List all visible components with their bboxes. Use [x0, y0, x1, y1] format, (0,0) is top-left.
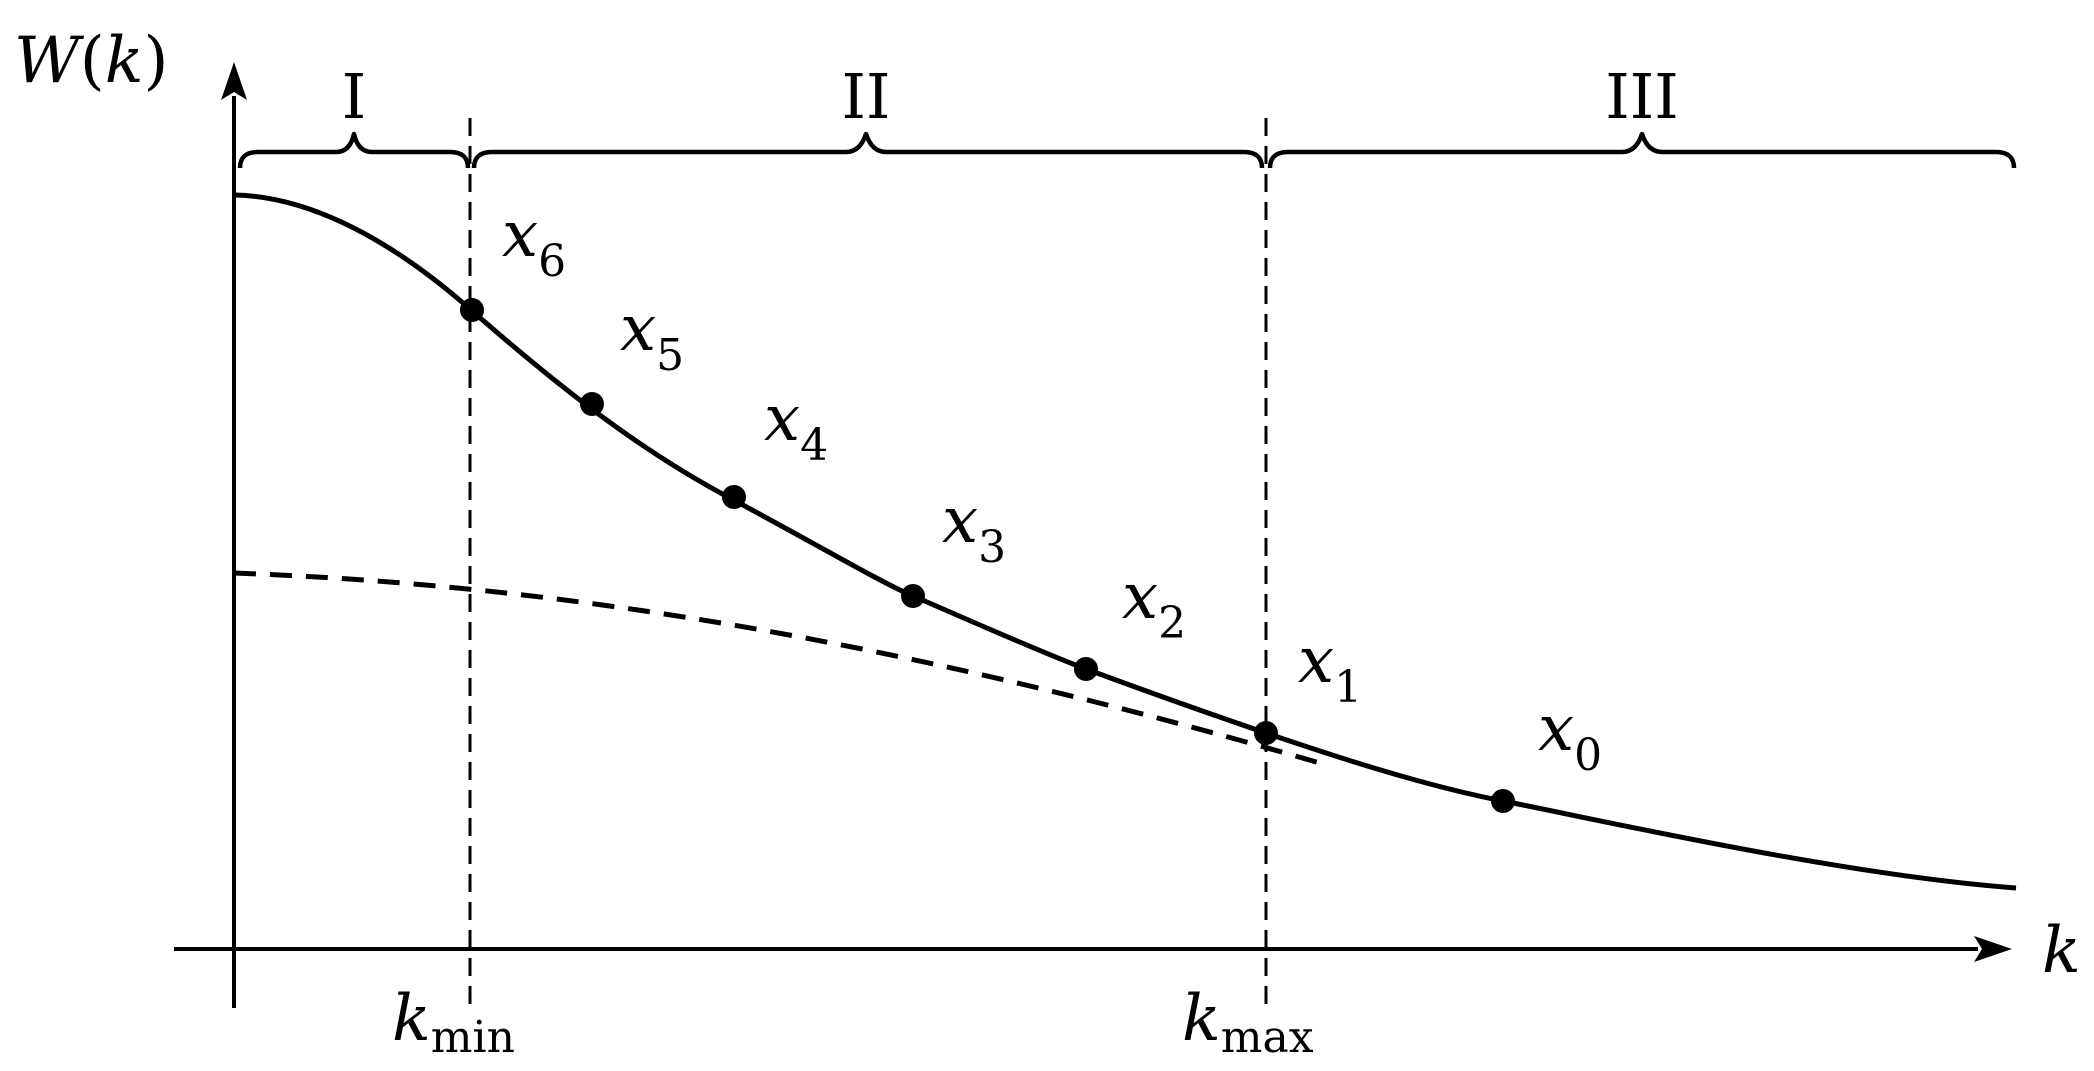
x-axis-arrowhead: [1974, 936, 2012, 962]
w-k-curve: [233, 192, 2017, 891]
point-x4: [722, 485, 746, 509]
point-label-x5: x5: [620, 292, 684, 381]
region-brace-III: [1267, 131, 2017, 169]
region-brace-II: [471, 131, 1265, 169]
point-x6: [460, 298, 484, 322]
kmax-label: kmax: [1182, 982, 1314, 1063]
point-label-x0: x0: [1538, 692, 1602, 781]
point-x3: [901, 584, 925, 608]
point-label-x2: x2: [1122, 560, 1186, 649]
kmin-label: kmin: [392, 982, 515, 1063]
point-label-x6: x6: [502, 198, 566, 287]
region-label-III: III: [1605, 60, 1678, 133]
y-axis-label: W(k): [14, 24, 169, 98]
point-label-x1: x1: [1298, 624, 1362, 713]
region-label-I: I: [342, 60, 367, 133]
y-axis-arrowhead: [221, 62, 247, 100]
region-brace-I: [237, 131, 471, 169]
region-label-II: II: [842, 60, 891, 133]
point-x1: [1254, 721, 1278, 745]
point-x5: [580, 392, 604, 416]
asymptotic-curve-dashed: [233, 570, 1331, 769]
point-x0: [1491, 789, 1515, 813]
point-label-x4: x4: [764, 382, 828, 471]
x-axis-label: k: [2042, 914, 2081, 988]
point-label-x3: x3: [942, 484, 1006, 573]
point-x2: [1074, 657, 1098, 681]
